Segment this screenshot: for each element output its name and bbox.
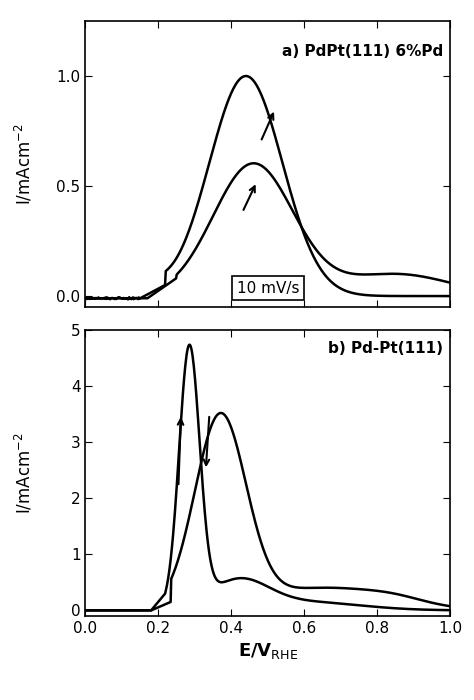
Text: 10 mV/s: 10 mV/s <box>237 281 299 295</box>
Text: a) PdPt(111) 6%Pd: a) PdPt(111) 6%Pd <box>282 44 443 59</box>
Y-axis label: I/mAcm$^{-2}$: I/mAcm$^{-2}$ <box>13 123 34 205</box>
X-axis label: E/V$_{\rm RHE}$: E/V$_{\rm RHE}$ <box>237 641 298 662</box>
Text: b) Pd-Pt(111): b) Pd-Pt(111) <box>328 342 443 356</box>
Y-axis label: I/mAcm$^{-2}$: I/mAcm$^{-2}$ <box>13 432 34 514</box>
